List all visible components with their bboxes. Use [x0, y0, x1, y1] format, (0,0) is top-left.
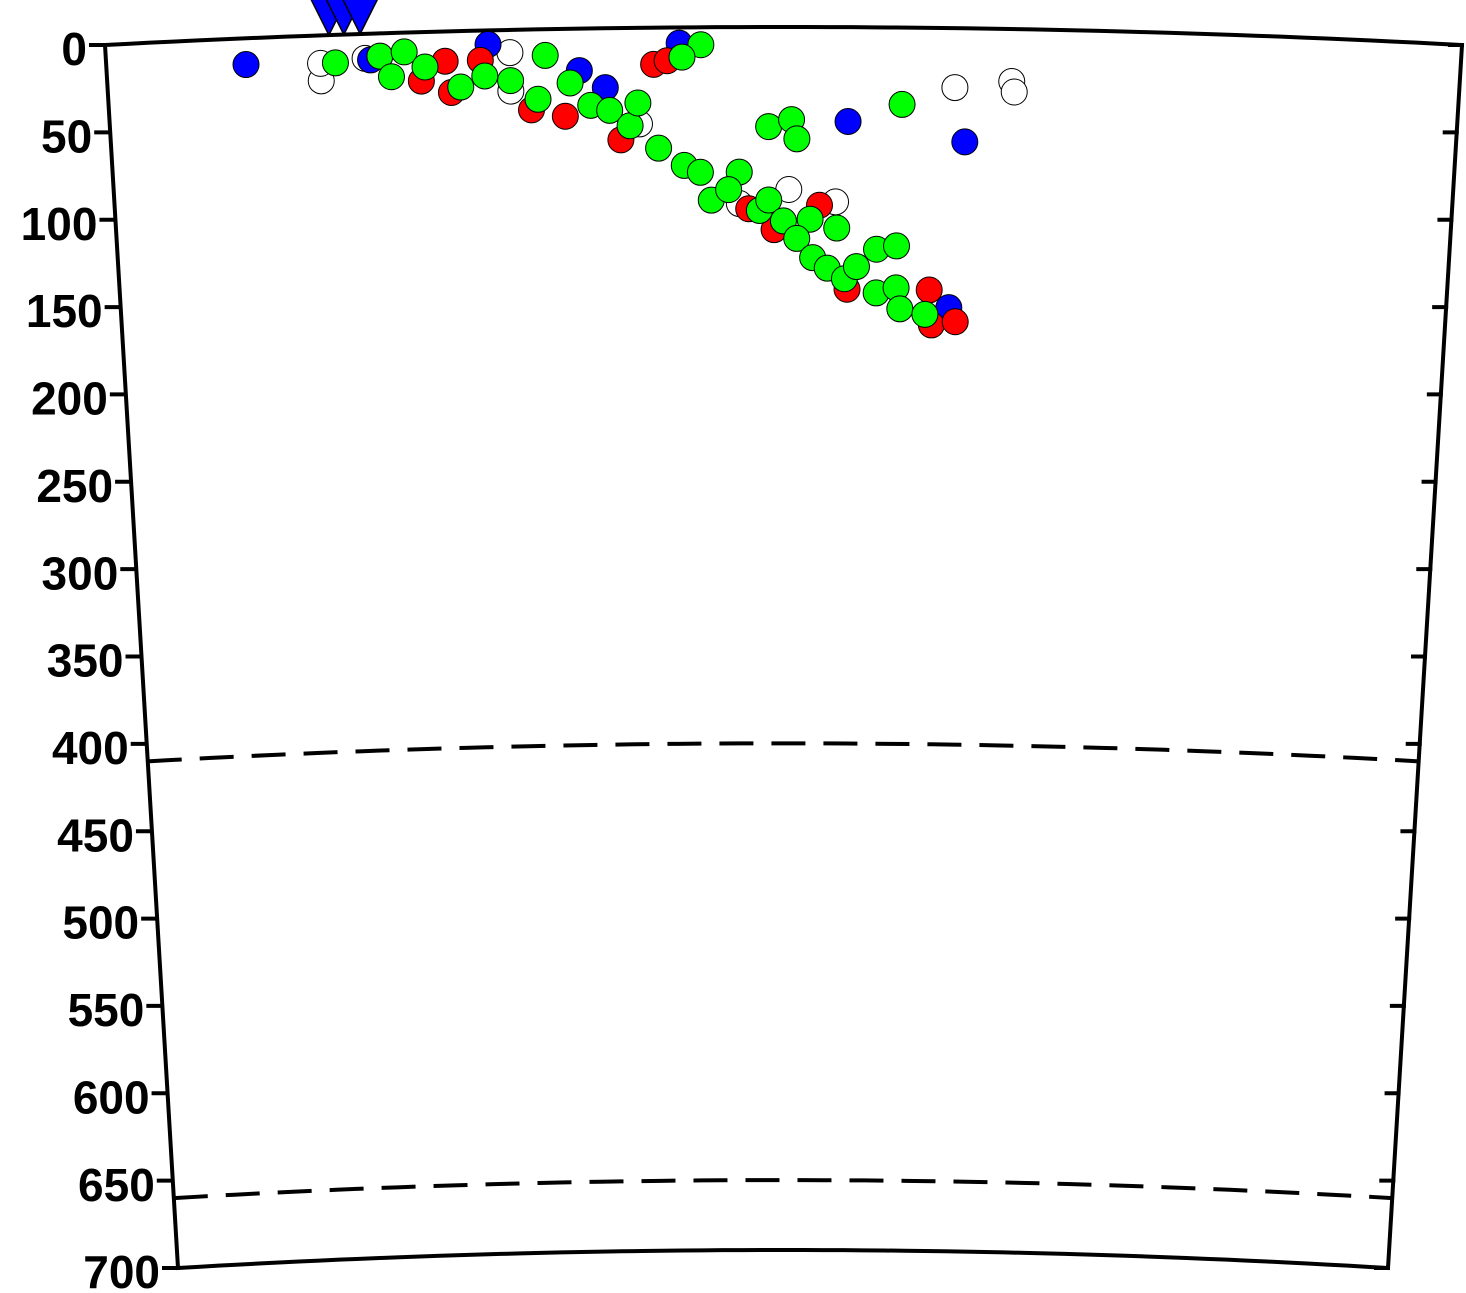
- event: [596, 96, 624, 124]
- event: [796, 205, 824, 233]
- y-tick-label: 650: [78, 1159, 155, 1211]
- y-tick-label: 300: [42, 547, 119, 599]
- station: [342, 0, 378, 36]
- event: [471, 62, 499, 90]
- event: [783, 125, 811, 153]
- event: [755, 186, 783, 214]
- event: [524, 85, 552, 113]
- event: [321, 49, 349, 77]
- y-tick-label: 450: [57, 809, 134, 861]
- event: [616, 112, 644, 140]
- event: [941, 74, 969, 102]
- event: [497, 67, 525, 95]
- event: [551, 102, 579, 130]
- event: [411, 53, 439, 81]
- event: [715, 176, 743, 204]
- y-tick-label: 0: [61, 23, 87, 75]
- y-tick-label: 400: [52, 722, 129, 774]
- y-tick-label: 350: [47, 635, 124, 687]
- frame: 0 50 100 150 200 250 300 350 400 450 500 550 600 650 7…: [21, 23, 1465, 1293]
- event: [783, 224, 811, 252]
- y-tick-label: 250: [36, 460, 113, 512]
- event: [883, 232, 911, 260]
- y-tick-label: 550: [68, 984, 145, 1036]
- event: [941, 308, 969, 336]
- event: [755, 113, 783, 141]
- event: [911, 300, 939, 328]
- y-tick-label: 600: [73, 1071, 150, 1123]
- event: [886, 295, 914, 323]
- y-tick-label: 50: [41, 111, 92, 163]
- event: [951, 128, 979, 156]
- event: [823, 214, 851, 242]
- event: [686, 158, 714, 186]
- reference-line: [147, 741, 1419, 764]
- event: [888, 90, 916, 118]
- event: [915, 276, 943, 304]
- y-tick-label: 500: [62, 897, 139, 949]
- plot-area: [232, 0, 1028, 339]
- event: [556, 69, 584, 97]
- event: [447, 73, 475, 101]
- event: [1000, 78, 1028, 106]
- event: [232, 51, 260, 79]
- y-tick-label: 200: [31, 373, 108, 425]
- event: [834, 108, 862, 136]
- event: [842, 253, 870, 281]
- y-tick-label: 100: [21, 198, 98, 250]
- event: [668, 43, 696, 71]
- event: [687, 31, 715, 59]
- event: [645, 134, 673, 162]
- event: [377, 63, 405, 91]
- event: [531, 41, 559, 69]
- y-tick-label: 700: [83, 1246, 160, 1293]
- event: [390, 38, 418, 66]
- y-tick-label: 150: [26, 285, 103, 337]
- event: [624, 89, 652, 117]
- reference-line: [173, 1178, 1393, 1201]
